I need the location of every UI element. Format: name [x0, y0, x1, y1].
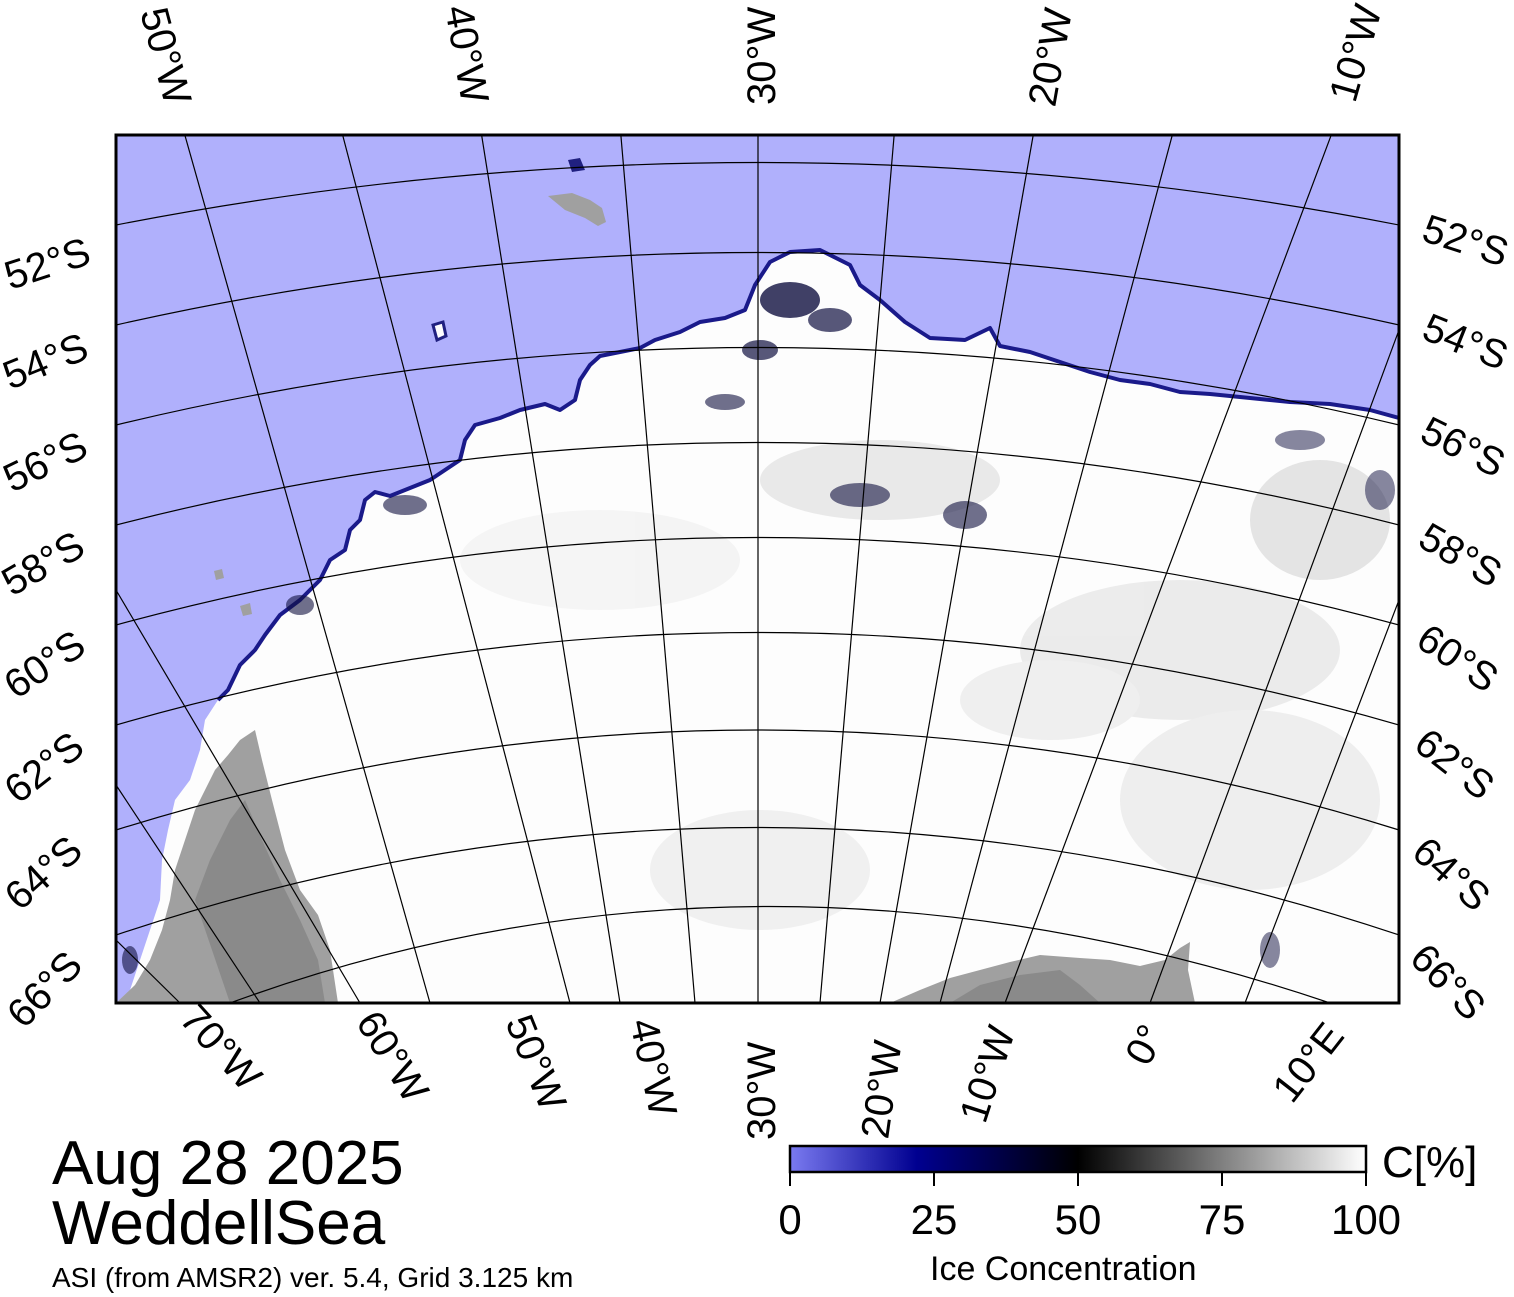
right-lat-label: 66°S [1402, 936, 1494, 1029]
left-lat-label: 56°S [0, 423, 94, 501]
map-frame [114, 133, 1401, 1005]
top-lon-label: 30°W [740, 7, 784, 105]
right-latitude-labels: 52°S 54°S 56°S 58°S 60°S 62°S 64°S 66°S [1402, 207, 1514, 1029]
iceberg-floe-north [568, 158, 585, 172]
colorbar-ticks [789, 1172, 1367, 1186]
colorbar [788, 1144, 1368, 1174]
right-lat-label: 62°S [1406, 720, 1502, 808]
top-lon-label: 40°W [436, 2, 496, 107]
bottom-lon-label: 60°W [347, 1003, 437, 1110]
bottom-lon-label: 50°W [497, 1009, 575, 1117]
map-date: Aug 28 2025 [52, 1129, 404, 1198]
left-lat-label: 66°S [0, 943, 91, 1036]
data-source: ASI (from AMSR2) ver. 5.4, Grid 3.125 km [52, 1262, 574, 1293]
colorbar-tick-label: 25 [910, 1196, 958, 1243]
left-latitude-labels: 52°S 54°S 56°S 58°S 60°S 62°S 64°S 66°S [0, 230, 96, 1036]
left-lat-label: 58°S [0, 523, 92, 605]
top-lon-label: 50°W [131, 3, 199, 110]
left-lat-label: 62°S [0, 724, 92, 812]
continent-ridge [950, 970, 1100, 1003]
ice-texture [460, 440, 1390, 930]
colorbar-tick-label: 75 [1198, 1196, 1246, 1243]
map-area [116, 135, 1399, 1003]
right-lat-label: 54°S [1417, 306, 1514, 379]
open-water [116, 135, 1399, 1003]
top-lon-label: 20°W [1021, 5, 1081, 110]
small-island [214, 569, 224, 580]
colorbar-tick-label: 50 [1054, 1196, 1102, 1243]
top-longitude-labels: 50°W 40°W 30°W 20°W 10°W [131, 0, 1390, 110]
low-concentration-patches [122, 282, 1395, 974]
south-sandwich-island [240, 603, 252, 616]
colorbar-unit: C[%] [1382, 1138, 1478, 1187]
graticule-meridians [116, 135, 1399, 1003]
left-lat-label: 54°S [0, 325, 94, 398]
bottom-lon-label: 10°E [1264, 1015, 1352, 1111]
right-lat-label: 58°S [1412, 515, 1509, 597]
right-lat-label: 60°S [1409, 616, 1506, 701]
right-lat-label: 56°S [1414, 409, 1512, 487]
colorbar-tick-label: 0 [778, 1196, 802, 1243]
south-georgia-island [548, 193, 606, 226]
left-lat-label: 52°S [0, 230, 96, 299]
bottom-lon-label: 0° [1117, 1018, 1174, 1072]
top-lon-label: 10°W [1321, 0, 1390, 106]
bottom-lon-label: 10°W [952, 1021, 1024, 1128]
peninsula-highland [195, 800, 325, 1003]
bottom-lon-label: 30°W [740, 1042, 784, 1140]
bottom-lon-label: 40°W [621, 1015, 685, 1120]
right-lat-label: 64°S [1404, 829, 1498, 920]
colorbar-title: Ice Concentration [930, 1250, 1197, 1288]
colorbar-tick-label: 100 [1330, 1196, 1402, 1243]
map-region: WeddellSea [52, 1189, 386, 1258]
bottom-lon-label: 70°W [171, 997, 270, 1100]
left-lat-label: 60°S [0, 622, 93, 707]
left-lat-label: 64°S [0, 828, 91, 919]
bottom-longitude-labels: 70°W 60°W 50°W 40°W 30°W 20°W 10°W 0° 10… [171, 997, 1352, 1142]
right-lat-label: 52°S [1417, 207, 1514, 276]
bottom-lon-label: 20°W [853, 1038, 910, 1142]
iceberg-floe [431, 320, 448, 343]
